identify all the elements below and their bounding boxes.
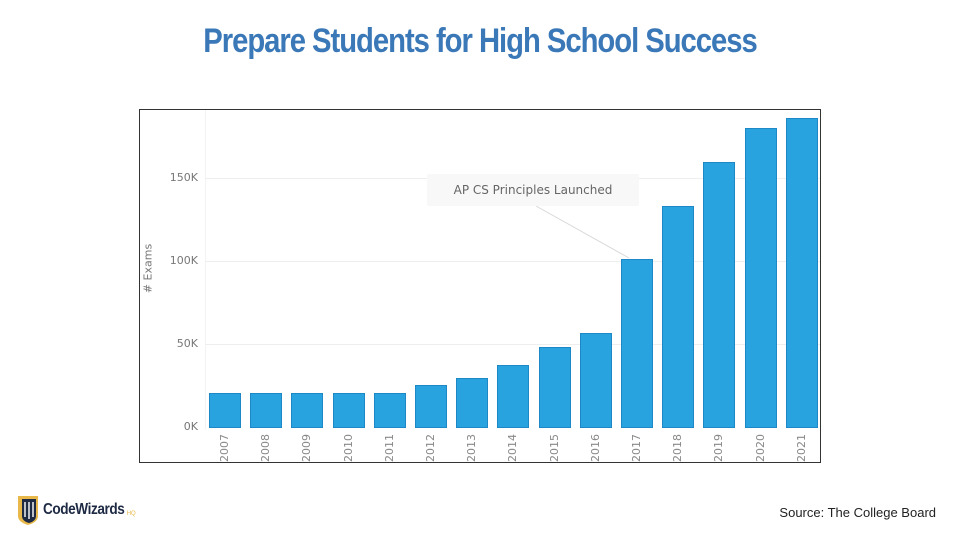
gridline: [205, 261, 820, 262]
bar-2018[interactable]: [662, 206, 694, 428]
source-caption: Source: The College Board: [779, 505, 936, 520]
x-tick-label: 2016: [589, 434, 602, 462]
x-tick-label: 2007: [218, 434, 231, 462]
bar-2011[interactable]: [374, 393, 406, 428]
x-tick-label: 2017: [630, 434, 643, 462]
x-tick-label: 2019: [712, 434, 725, 462]
bar-2020[interactable]: [745, 128, 777, 428]
logo-suffix: HQ: [126, 511, 136, 517]
x-tick-label: 2021: [795, 434, 808, 462]
bar-2012[interactable]: [415, 385, 447, 428]
logo-wordmark: CodeWizards: [43, 501, 125, 518]
x-tick-label: 2009: [300, 434, 313, 462]
bar-2017[interactable]: [621, 259, 653, 428]
x-tick-label: 2011: [383, 434, 396, 462]
gridline: [205, 344, 820, 345]
bar-2014[interactable]: [497, 365, 529, 428]
bar-2021[interactable]: [786, 118, 818, 428]
bar-2010[interactable]: [333, 393, 365, 428]
x-tick-label: 2014: [506, 434, 519, 462]
x-tick-label: 2020: [754, 434, 767, 462]
bar-2019[interactable]: [703, 162, 735, 428]
codewizards-logo: CodeWizards HQ: [16, 494, 136, 526]
y-tick-label: 0K: [183, 420, 198, 433]
x-tick-label: 2015: [548, 434, 561, 462]
bar-2008[interactable]: [250, 393, 282, 428]
x-tick-label: 2013: [465, 434, 478, 462]
y-tick-label: 100K: [169, 254, 198, 267]
bar-2009[interactable]: [291, 393, 323, 428]
x-tick-label: 2018: [671, 434, 684, 462]
x-tick-label: 2012: [424, 434, 437, 462]
y-tick-label: 50K: [176, 337, 198, 350]
bar-2007[interactable]: [209, 393, 241, 428]
bar-2015[interactable]: [539, 347, 571, 428]
plot-area-edge: [205, 110, 206, 430]
x-tick-label: 2010: [342, 434, 355, 462]
slide-title: Prepare Students for High School Success: [203, 22, 757, 60]
y-axis-title: # Exams: [141, 243, 155, 294]
annotation-label: AP CS Principles Launched: [427, 174, 639, 206]
shield-logo-icon: [18, 496, 38, 525]
y-tick-label: 150K: [169, 171, 198, 184]
bar-2013[interactable]: [456, 378, 488, 428]
x-tick-label: 2008: [259, 434, 272, 462]
bar-2016[interactable]: [580, 333, 612, 428]
